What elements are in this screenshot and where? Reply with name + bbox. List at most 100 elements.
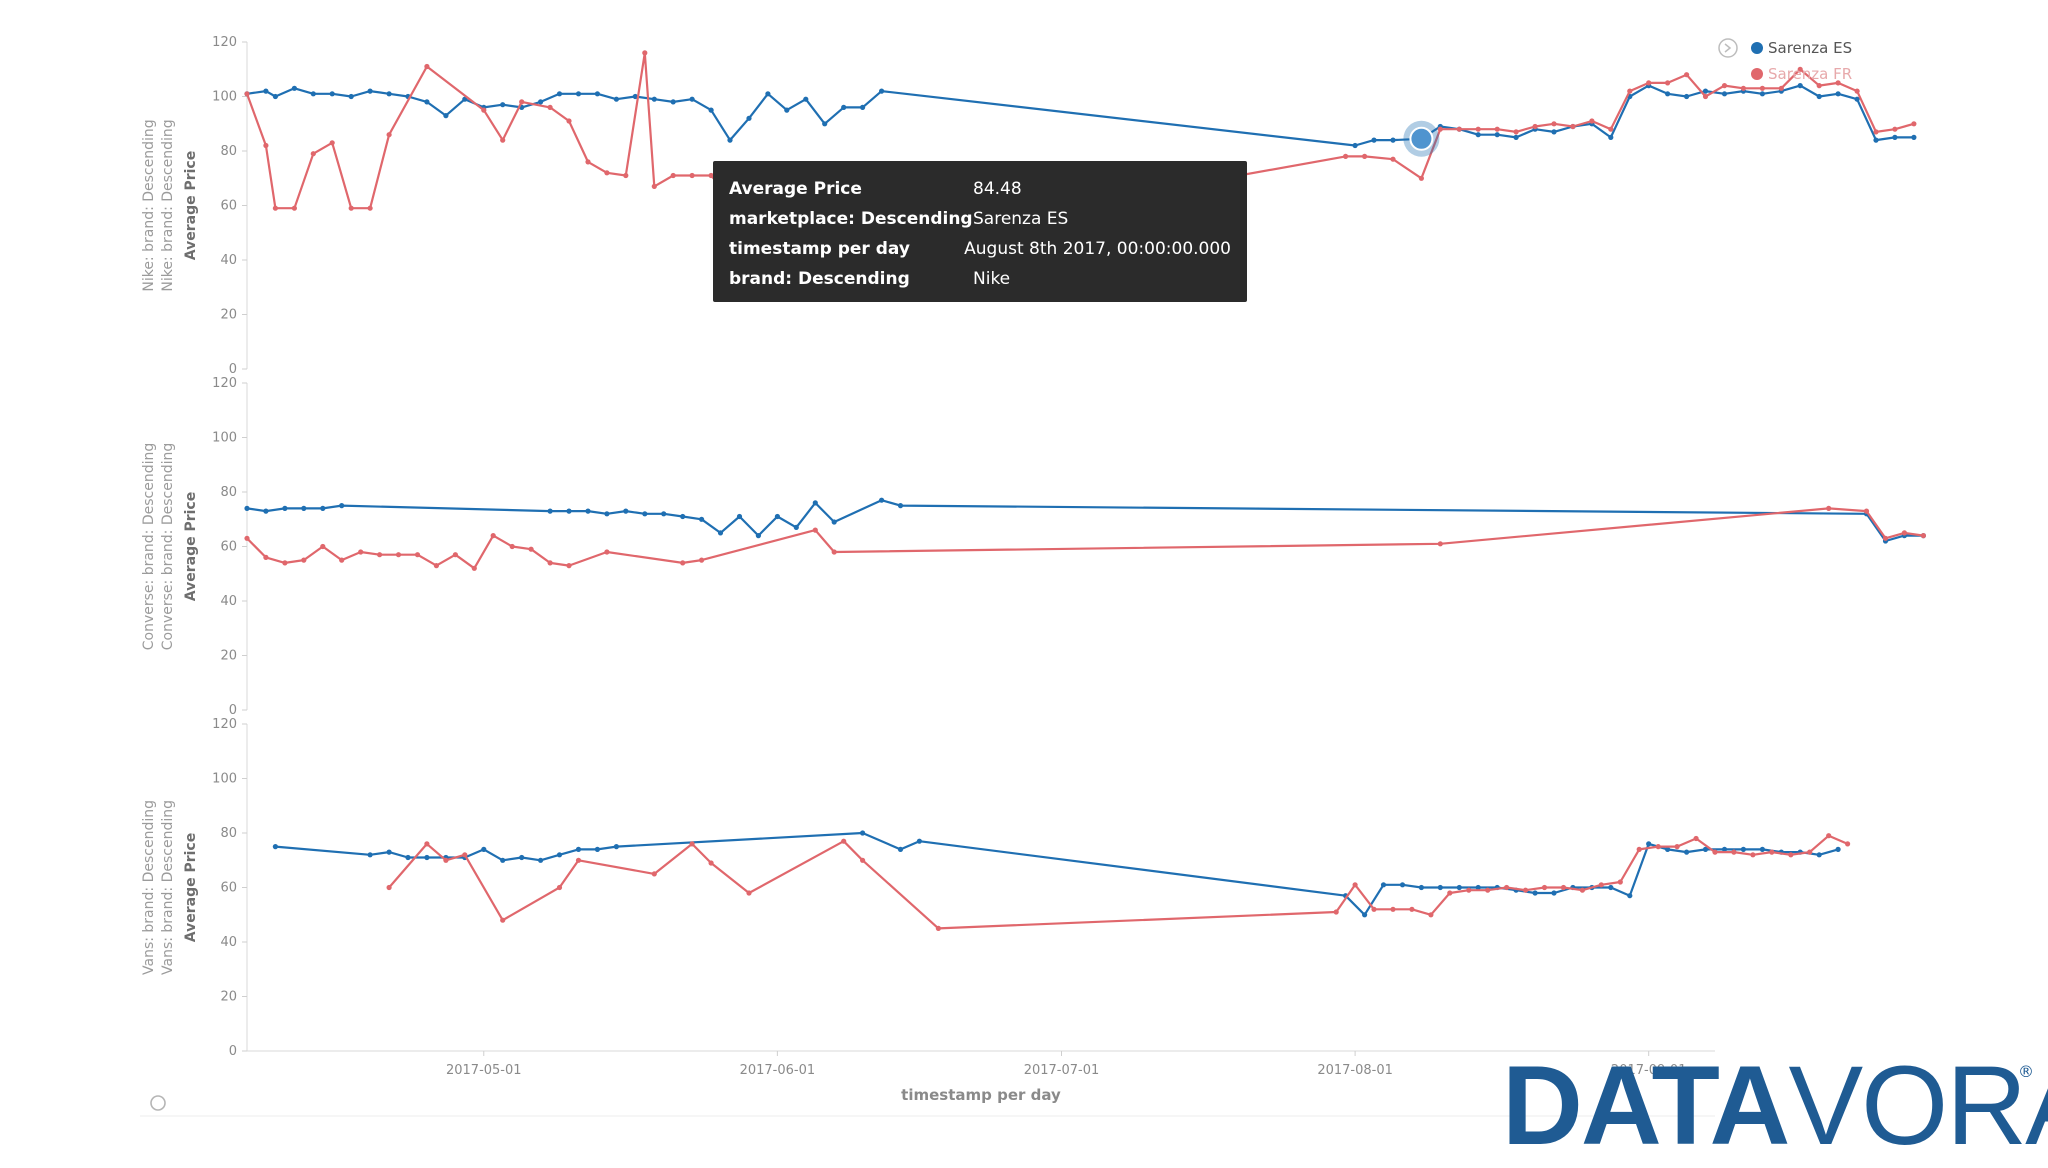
data-point xyxy=(377,552,383,558)
data-point xyxy=(1589,118,1595,124)
data-point xyxy=(1646,841,1652,847)
data-point xyxy=(547,560,553,566)
data-point xyxy=(566,118,572,124)
data-point xyxy=(604,170,610,176)
x-tick-label: 2017-07-01 xyxy=(1024,1063,1100,1078)
data-point xyxy=(1721,91,1728,97)
data-point xyxy=(1674,844,1680,850)
data-point xyxy=(831,519,837,525)
data-point xyxy=(1740,85,1746,91)
data-point xyxy=(1541,884,1548,891)
data-point xyxy=(803,96,809,102)
data-point xyxy=(263,554,269,561)
data-point xyxy=(1447,890,1453,896)
data-point xyxy=(1390,156,1396,162)
data-point xyxy=(301,505,307,511)
y-tick-label: 100 xyxy=(212,90,237,105)
data-point xyxy=(500,857,506,863)
data-point xyxy=(452,552,458,558)
data-point xyxy=(386,132,392,138)
data-point xyxy=(1769,849,1775,855)
data-point xyxy=(1684,72,1690,78)
data-point xyxy=(708,107,714,113)
data-point xyxy=(1684,93,1690,100)
y-tick-label: 60 xyxy=(220,540,237,555)
data-point xyxy=(566,508,572,514)
data-point xyxy=(623,172,629,179)
y-axis-subtitle: Vans: brand: Descending xyxy=(141,800,157,975)
data-point xyxy=(1892,134,1898,140)
data-point xyxy=(282,560,288,566)
chart-panel: 0 20 40 60 80 100 120 Converse: brand: Descendi… xyxy=(141,376,1926,718)
data-point xyxy=(1665,91,1671,97)
x-tick-label: 2017-09-01 xyxy=(1611,1063,1687,1078)
data-point xyxy=(1778,85,1784,91)
data-point xyxy=(272,844,278,850)
data-point xyxy=(594,91,601,97)
tooltip-row: Average Price 84.48 xyxy=(729,174,1231,204)
data-point xyxy=(1437,884,1443,891)
y-tick-label: 60 xyxy=(220,199,237,214)
data-point xyxy=(1504,884,1510,891)
data-point xyxy=(1523,887,1529,893)
data-point xyxy=(585,508,591,514)
data-point xyxy=(812,500,818,506)
data-point xyxy=(1759,846,1765,853)
data-point xyxy=(689,841,695,847)
tooltip-row: brand: Descending Nike xyxy=(729,264,1231,294)
data-point xyxy=(528,546,534,552)
data-point xyxy=(339,557,345,563)
data-point xyxy=(651,96,657,102)
series-line xyxy=(246,84,1914,147)
series-line xyxy=(246,507,1924,570)
data-point xyxy=(860,830,866,836)
data-point xyxy=(462,852,468,858)
data-point xyxy=(1750,852,1756,858)
data-point xyxy=(471,565,477,571)
data-point xyxy=(784,107,790,113)
data-point xyxy=(1901,530,1907,536)
legend-label: Sarenza FR xyxy=(1768,65,1852,83)
data-point xyxy=(538,857,544,863)
registered-mark: ® xyxy=(2018,1062,2034,1081)
data-point xyxy=(1399,882,1406,888)
data-point xyxy=(1797,83,1803,89)
data-point xyxy=(1826,833,1832,839)
data-point xyxy=(613,844,620,850)
data-point xyxy=(1702,846,1709,853)
data-point xyxy=(879,88,885,94)
data-point xyxy=(329,140,335,146)
data-point xyxy=(320,543,326,550)
data-point xyxy=(1731,849,1737,855)
data-point xyxy=(1816,93,1822,100)
data-point xyxy=(367,88,373,94)
legend-swatch xyxy=(1751,42,1763,54)
y-tick-label: 20 xyxy=(220,990,237,1005)
data-point xyxy=(1485,887,1491,893)
data-point xyxy=(575,857,582,863)
data-point xyxy=(594,846,601,853)
data-point xyxy=(1333,909,1339,915)
y-tick-label: 100 xyxy=(212,431,237,446)
data-point xyxy=(1598,882,1604,888)
data-point xyxy=(736,513,743,520)
data-point xyxy=(623,508,629,514)
data-point xyxy=(632,93,638,100)
hover-point xyxy=(1409,126,1434,151)
y-axis-subtitle: Converse: brand: Descending xyxy=(141,443,157,651)
data-point xyxy=(575,846,582,853)
settings-icon xyxy=(150,1095,166,1111)
tooltip-key: Average Price xyxy=(729,179,862,199)
data-point xyxy=(310,91,316,97)
data-point xyxy=(1665,846,1671,853)
data-point xyxy=(1343,153,1349,159)
data-point xyxy=(661,511,667,517)
data-point xyxy=(1655,844,1661,850)
data-point xyxy=(1845,841,1851,847)
data-point xyxy=(670,172,676,179)
data-point xyxy=(1740,846,1746,853)
data-point xyxy=(500,137,506,143)
data-point xyxy=(424,854,430,861)
data-point xyxy=(680,560,686,566)
